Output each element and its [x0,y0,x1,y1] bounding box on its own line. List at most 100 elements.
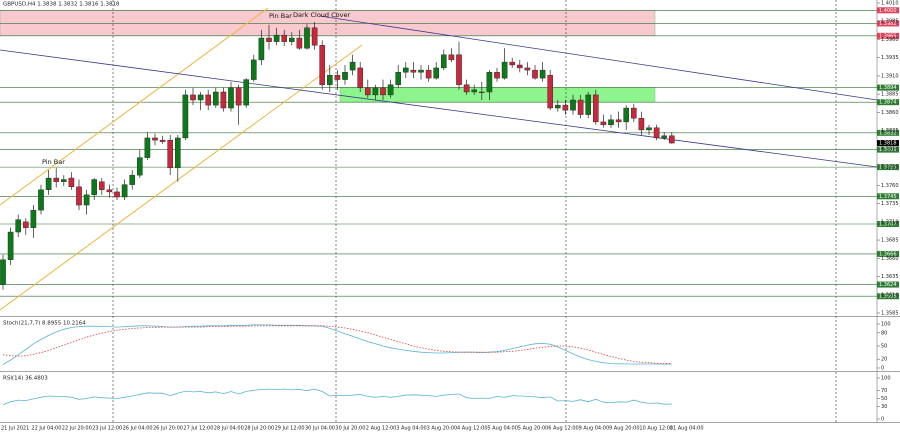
candle-body [114,191,120,198]
level-label-box [877,281,899,288]
x-tick-label: 26 Jul 20:00 [153,426,183,432]
x-tick-label: 5 Aug 04:00 [487,426,518,432]
candle-body [106,189,113,193]
candle-body [61,179,67,182]
zone [339,87,656,103]
candle-body [570,99,576,111]
candle-body [600,121,607,126]
candle-body [471,89,478,93]
x-tick-label: 23 Jul 12:00 [92,426,122,432]
candle-body [68,177,75,188]
candle-body [327,75,333,85]
y-tick-label: 1.3660 [881,256,899,262]
candle-body [509,61,516,66]
candle-body [410,69,417,73]
level-label-box [877,99,899,106]
y-tick-label: 1.3885 [881,92,899,98]
candle-body [380,87,386,96]
y-tick-label: 1.3735 [881,201,899,207]
levels: 1.40001.39821.39651.38941.38741.38321.38… [0,7,899,300]
candle-body [243,79,250,106]
candle-body [212,91,219,106]
x-tick-label: 30 Jul 20:00 [335,426,365,432]
candle-body [38,189,44,211]
y-tick-label: 1.3760 [881,183,899,189]
y-tick-label: 50 [881,396,887,402]
candle-body [593,94,599,123]
candle-body [517,64,523,69]
x-tick-label: 22 Jul 20:00 [62,426,92,432]
trend-line [0,49,878,168]
candle-body [182,94,189,139]
level-label: 1.3809 [879,147,897,153]
candle-body [159,139,166,142]
level-label: 1.3982 [879,21,897,27]
candle-body [365,87,371,96]
candle-body [144,137,151,158]
annotation: Dark Cloud Cover [293,11,350,19]
candle-body [441,54,447,69]
y-tick-label: 70 [881,388,887,394]
annotation: Pin Bar [269,12,292,20]
candle-body [311,27,318,46]
zones [0,10,656,103]
candle-body [23,221,29,228]
y-tick-label: 1.3610 [881,292,899,298]
level-label: 1.4000 [879,8,897,14]
y-tick-label: 1.3910 [881,73,899,79]
candle-body [30,209,37,228]
candle-body [174,137,181,169]
x-tick-label: 4 Aug 12:00 [457,426,488,432]
x-tick-label: 3 Aug 20:00 [427,426,458,432]
y-tick-label: 1.3785 [881,165,899,171]
candle-body [615,119,622,123]
candle-body [501,61,508,79]
y-tick-label: 1.3585 [881,311,899,317]
candle-body [646,127,652,131]
x-tick-label: 3 Aug 04:00 [396,426,427,432]
indicator-line [2,324,672,365]
candle-body [319,45,326,85]
candle-body [494,72,500,79]
candle-body [220,91,227,109]
candle-body [190,94,196,101]
candle-body [547,75,553,109]
candle-body [669,135,675,144]
channel-line [0,44,363,311]
candle-body [638,118,645,131]
x-tick-label: 26 Jul 04:00 [123,426,153,432]
candle-body [524,67,531,71]
candle-body [387,84,394,96]
candle-body [121,184,128,198]
y-tick-label: 1.3960 [881,37,899,43]
y-tick-label: 80 [881,330,887,336]
candle-body [304,27,310,49]
y-tick-label: 1.3635 [881,274,899,280]
x-tick-label: 6 Aug 12:00 [548,426,579,432]
level-label: 1.3624 [879,282,897,288]
indicator-title: RSI(14) 36.4803 [3,376,48,382]
candle-body [479,91,485,93]
y-tick-label: 0 [881,366,884,372]
x-tick-label: 11 Aug 04:00 [670,426,704,432]
candle-body [661,135,667,139]
candle-body [562,104,569,111]
level-label-box [877,250,899,257]
candle-body [76,186,82,206]
candle-body [7,231,14,260]
x-tick-label: 22 Jul 04:00 [31,426,61,432]
level-label-box [877,84,899,91]
trend-line [319,15,878,101]
x-tick-label: 5 Aug 20:00 [518,426,549,432]
level-label-box [877,293,899,300]
x-tick-label: 9 Aug 20:00 [609,426,640,432]
x-tick-label: 21 Jul 2021 [1,426,29,432]
candle-body [281,34,288,42]
level-label: 1.3894 [879,85,897,91]
candle-body [342,72,348,80]
candle-body [456,54,462,85]
candle-body [623,107,629,123]
candle-body [0,259,6,285]
candle-body [357,67,364,88]
candle-body [273,34,280,42]
